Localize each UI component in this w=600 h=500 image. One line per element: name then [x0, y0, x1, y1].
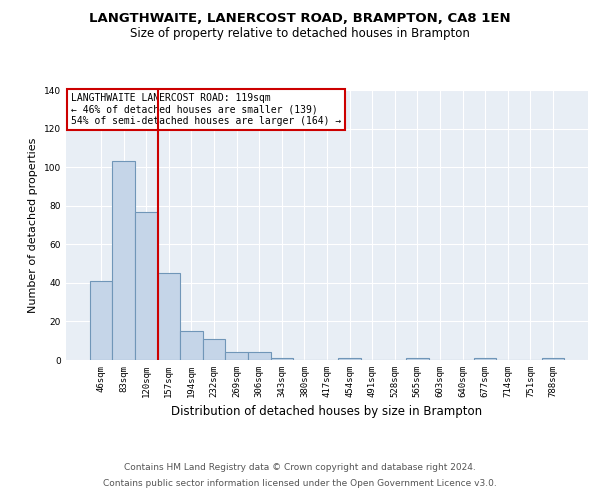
Bar — [226, 352, 248, 360]
Bar — [474, 358, 496, 360]
X-axis label: Distribution of detached houses by size in Brampton: Distribution of detached houses by size … — [172, 406, 482, 418]
Bar — [203, 339, 226, 360]
Bar — [542, 358, 564, 360]
Text: LANGTHWAITE, LANERCOST ROAD, BRAMPTON, CA8 1EN: LANGTHWAITE, LANERCOST ROAD, BRAMPTON, C… — [89, 12, 511, 26]
Bar — [158, 273, 180, 360]
Bar — [90, 281, 112, 360]
Bar — [135, 212, 158, 360]
Bar — [180, 331, 203, 360]
Bar — [112, 162, 135, 360]
Bar — [338, 358, 361, 360]
Bar — [406, 358, 428, 360]
Text: Size of property relative to detached houses in Brampton: Size of property relative to detached ho… — [130, 28, 470, 40]
Text: Contains HM Land Registry data © Crown copyright and database right 2024.: Contains HM Land Registry data © Crown c… — [124, 464, 476, 472]
Bar — [248, 352, 271, 360]
Text: Contains public sector information licensed under the Open Government Licence v3: Contains public sector information licen… — [103, 478, 497, 488]
Y-axis label: Number of detached properties: Number of detached properties — [28, 138, 38, 312]
Text: LANGTHWAITE LANERCOST ROAD: 119sqm
← 46% of detached houses are smaller (139)
54: LANGTHWAITE LANERCOST ROAD: 119sqm ← 46%… — [71, 92, 341, 126]
Bar — [271, 358, 293, 360]
